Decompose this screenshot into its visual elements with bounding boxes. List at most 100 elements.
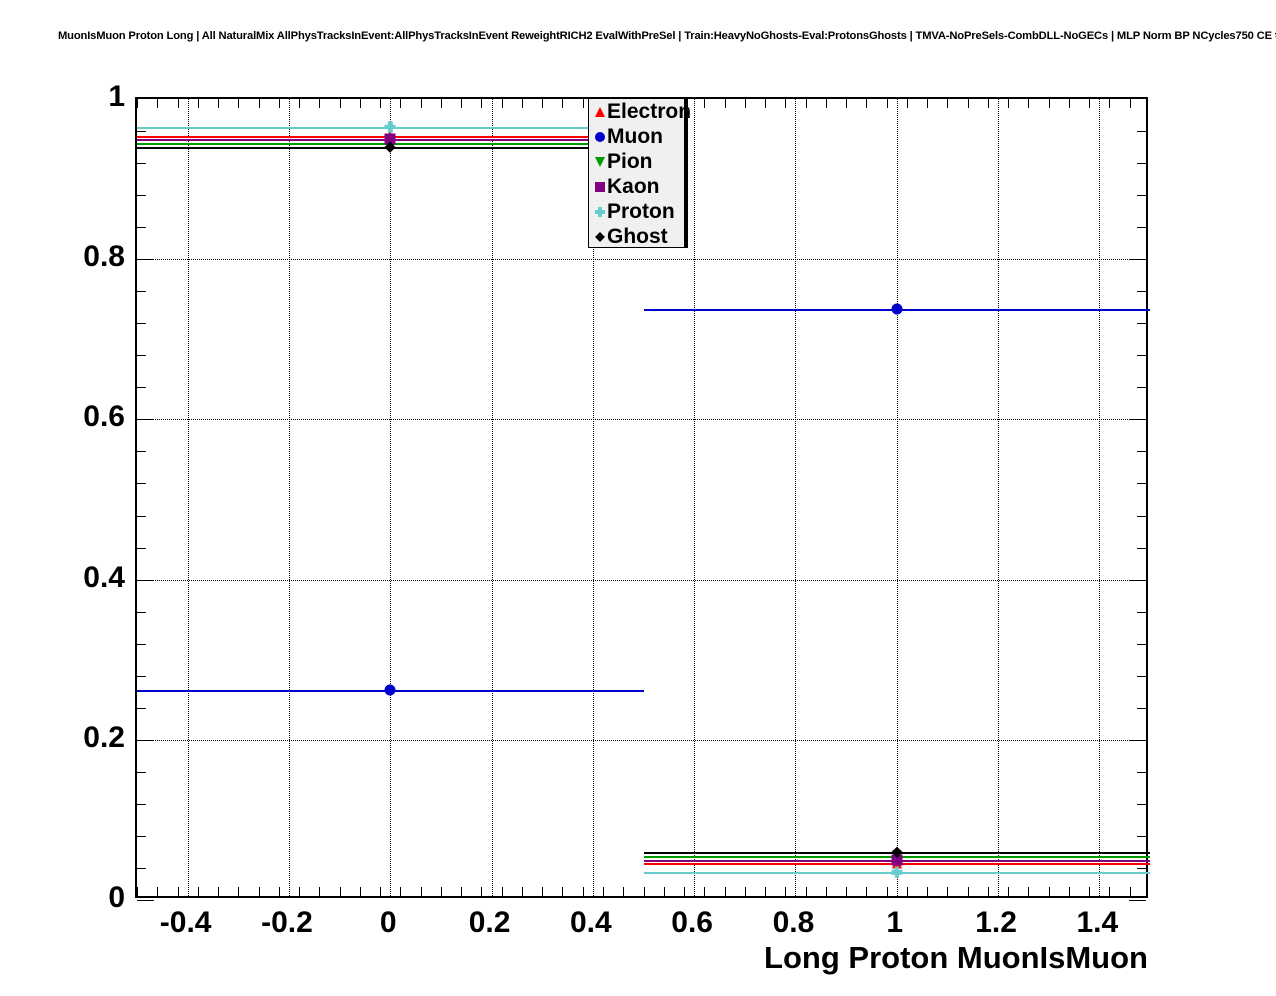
page-title: MuonIsMuon Proton Long | All NaturalMix …: [58, 30, 1276, 42]
legend-diamond-icon: [589, 224, 607, 249]
y-axis-tick-label: 0.2: [83, 720, 125, 754]
tick-mark: [643, 887, 645, 896]
tick-mark: [846, 99, 848, 108]
gridline-horizontal: [137, 259, 1146, 261]
tick-mark: [1137, 163, 1146, 165]
tick-mark: [906, 99, 908, 108]
tick-mark: [825, 99, 827, 108]
tick-mark: [359, 99, 361, 108]
tick-mark: [1137, 227, 1146, 229]
tick-mark: [501, 887, 503, 896]
tick-mark: [319, 887, 321, 896]
tick-mark: [278, 99, 280, 108]
tick-mark: [177, 887, 179, 896]
tick-mark: [623, 887, 625, 896]
tick-mark: [420, 99, 422, 108]
tick-mark: [299, 887, 301, 896]
tick-mark: [137, 900, 154, 901]
gridline-horizontal: [137, 419, 1146, 421]
tick-mark: [380, 887, 382, 896]
legend-item-label: Ghost: [607, 225, 668, 248]
series-proton: [137, 99, 1150, 896]
tick-mark: [663, 887, 665, 896]
tick-mark: [177, 99, 179, 108]
tick-mark: [137, 419, 154, 421]
tick-mark: [137, 867, 146, 869]
tick-mark: [1137, 707, 1146, 709]
x-axis-tick-label: 1: [886, 906, 904, 939]
tick-mark: [481, 99, 483, 108]
tick-mark: [1137, 387, 1146, 389]
tick-mark: [137, 643, 146, 645]
x-axis-tick-label: 0.6: [671, 906, 713, 939]
y-axis-tick-label: 0.4: [83, 560, 125, 594]
tick-mark: [1137, 675, 1146, 677]
tick-mark: [1068, 99, 1070, 108]
tick-mark: [359, 887, 361, 896]
tick-mark: [420, 887, 422, 896]
y-axis-tick-label: 0: [108, 881, 125, 914]
tick-mark: [947, 99, 949, 108]
tick-mark: [582, 99, 584, 108]
tick-mark: [339, 99, 341, 108]
tick-mark: [1137, 291, 1146, 293]
legend-item-electron: Electron: [589, 99, 691, 124]
tick-mark: [1129, 887, 1131, 896]
tick-mark: [137, 771, 146, 773]
tick-mark: [299, 99, 301, 108]
gridline-vertical: [694, 99, 696, 896]
series-muon: [137, 99, 1150, 896]
tick-mark: [238, 99, 240, 108]
tick-mark: [1068, 887, 1070, 896]
tick-mark: [137, 803, 146, 805]
tick-mark: [1137, 803, 1146, 805]
tick-mark: [927, 887, 929, 896]
tick-mark: [1028, 99, 1030, 108]
tick-mark: [137, 323, 146, 325]
tick-mark: [137, 99, 138, 108]
tick-mark: [1137, 611, 1146, 613]
tick-mark: [1129, 739, 1146, 741]
tick-mark: [866, 99, 868, 108]
tick-mark: [339, 887, 341, 896]
tick-mark: [724, 887, 726, 896]
gridline-vertical: [896, 99, 898, 896]
gridline-vertical: [998, 99, 1000, 896]
gridline-vertical: [795, 99, 797, 896]
gridline-vertical: [491, 99, 493, 896]
tick-mark: [602, 887, 604, 896]
legend-item-proton: Proton: [589, 199, 684, 224]
tick-mark: [521, 99, 523, 108]
tick-mark: [137, 675, 146, 677]
tick-mark: [562, 99, 564, 108]
x-axis-tick-label: 1.2: [975, 906, 1017, 939]
tick-mark: [1109, 887, 1111, 896]
gridline-vertical: [288, 99, 290, 896]
tick-mark: [927, 99, 929, 108]
tick-mark: [137, 611, 146, 613]
tick-mark: [137, 707, 146, 709]
gridline-horizontal: [137, 579, 1146, 581]
tick-mark: [197, 887, 199, 896]
tick-mark: [1137, 131, 1146, 133]
plot-frame: [135, 97, 1150, 901]
legend-item-muon: Muon: [589, 124, 684, 149]
tick-mark: [1137, 451, 1146, 453]
gridline-vertical: [1099, 99, 1101, 896]
tick-mark: [238, 887, 240, 896]
tick-mark: [1137, 323, 1146, 325]
tick-mark: [1048, 99, 1050, 108]
series-kaon: [137, 99, 1150, 896]
y-axis-tick-label: 0.8: [83, 240, 125, 274]
tick-mark: [886, 887, 888, 896]
legend-item-kaon: Kaon: [589, 174, 684, 199]
tick-mark: [704, 99, 706, 108]
tick-mark: [704, 887, 706, 896]
tick-mark: [137, 355, 146, 357]
tick-mark: [765, 887, 767, 896]
legend-item-label: Electron: [607, 100, 692, 123]
tick-mark: [461, 99, 463, 108]
legend-square-icon: [589, 174, 607, 199]
tick-mark: [481, 887, 483, 896]
